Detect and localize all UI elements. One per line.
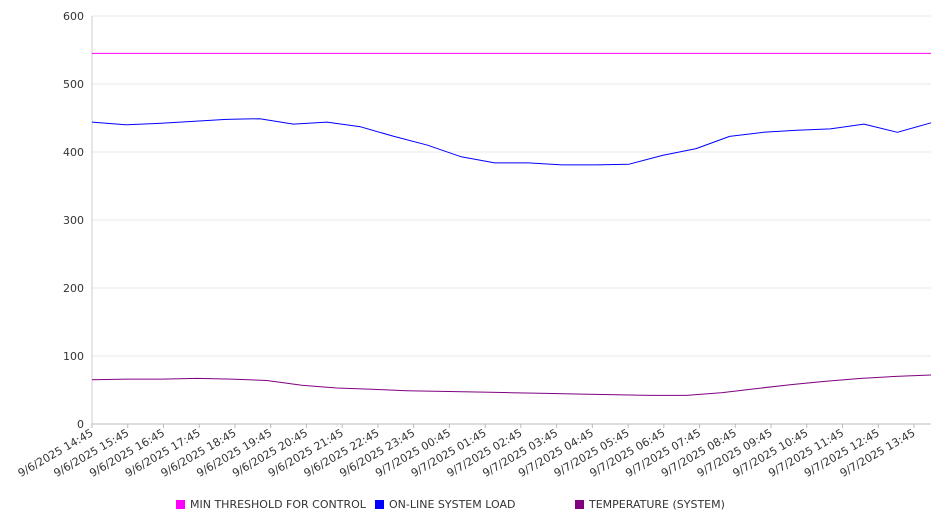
series-line-temperature bbox=[91, 374, 932, 396]
series-line-system-load bbox=[91, 118, 932, 166]
legend-swatch-system-load bbox=[375, 500, 384, 509]
y-tick-label: 300 bbox=[63, 214, 84, 227]
gridlines bbox=[92, 15, 931, 357]
y-tick-label: 200 bbox=[63, 282, 84, 295]
axes bbox=[91, 16, 931, 428]
y-tick-label: 500 bbox=[63, 78, 84, 91]
legend-label-temperature: TEMPERATURE (SYSTEM) bbox=[589, 498, 725, 511]
y-tick-label: 100 bbox=[63, 350, 84, 363]
legend-label-threshold: MIN THRESHOLD FOR CONTROL bbox=[190, 498, 366, 511]
legend: MIN THRESHOLD FOR CONTROL ON-LINE SYSTEM… bbox=[176, 498, 936, 514]
legend-item-system-load[interactable]: ON-LINE SYSTEM LOAD bbox=[375, 498, 515, 511]
x-tick-labels: 9/6/2025 14:459/6/2025 15:459/6/2025 16:… bbox=[16, 426, 918, 480]
y-tick-label: 400 bbox=[63, 146, 84, 159]
legend-swatch-temperature bbox=[575, 500, 584, 509]
legend-label-system-load: ON-LINE SYSTEM LOAD bbox=[389, 498, 516, 511]
y-tick-labels: 0 100 200 300 400 500 600 bbox=[63, 10, 84, 431]
y-tick-label: 600 bbox=[63, 10, 84, 23]
legend-item-temperature[interactable]: TEMPERATURE (SYSTEM) bbox=[575, 498, 725, 511]
legend-swatch-threshold bbox=[176, 500, 185, 509]
legend-item-threshold[interactable]: MIN THRESHOLD FOR CONTROL bbox=[176, 498, 366, 511]
y-tick-label: 0 bbox=[77, 418, 84, 431]
series-lines bbox=[91, 52, 932, 396]
